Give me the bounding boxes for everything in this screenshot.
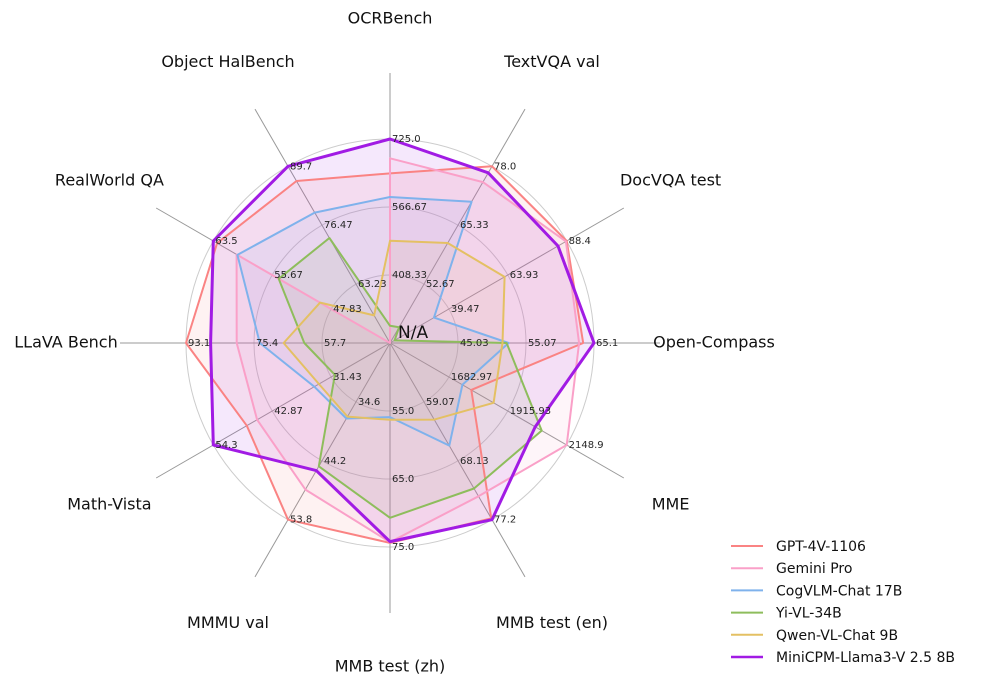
tick-label-llava-bench-0: 93.1 [188, 338, 210, 349]
tick-label-mmmu-val-2: 34.6 [358, 397, 380, 408]
axis-spoke-mmmu-val [254, 342, 391, 578]
axis-title-textvqa-val: TextVQA val [503, 52, 600, 71]
axis-spoke-mme [389, 342, 625, 479]
legend-label-qwen-vl-chat-9b: Qwen-VL-Chat 9B [776, 628, 898, 644]
tick-label-open-compass-2: 45.03 [460, 338, 489, 349]
tick-label-docvqa-test-2: 39.47 [451, 304, 480, 315]
tick-label-object-halbench-1: 76.47 [324, 220, 353, 231]
tick-label-mme-2: 1682.97 [451, 372, 492, 383]
tick-label-math-vista-0: 54.3 [215, 440, 237, 451]
axis-title-llava-bench: LLaVA Bench [14, 333, 117, 352]
axis-spoke-math-vista [155, 342, 391, 479]
axis-title-object-halbench: Object HalBench [161, 52, 294, 71]
tick-label-mmb-test-en-1: 68.13 [460, 456, 489, 467]
tick-label-mme-1: 1915.93 [510, 406, 551, 417]
series-line-minicpm-llama3-v-2-5-8b [209, 137, 596, 544]
series-fill-gpt-4v-1106 [186, 166, 584, 543]
center-na-label: N/A [398, 323, 428, 343]
legend-label-gemini-pro: Gemini Pro [776, 561, 852, 577]
tick-label-ocrbench-0: 725.0 [392, 134, 421, 145]
tick-label-ocrbench-2: 408.33 [392, 270, 427, 281]
tick-label-mmb-test-en-0: 77.2 [494, 515, 516, 526]
series-line-yi-vl-34b [277, 237, 543, 519]
axis-title-mmb-test-zh: MMB test (zh) [335, 657, 446, 676]
legend-label-yi-vl-34b: Yi-VL-34B [775, 606, 842, 622]
series-line-cogvlm-chat-17b [236, 196, 510, 447]
tick-label-llava-bench-2: 57.7 [324, 338, 346, 349]
tick-label-ocrbench-1: 566.67 [392, 202, 427, 213]
tick-label-mmb-test-zh-2: 55.0 [392, 406, 414, 417]
tick-label-open-compass-1: 55.07 [528, 338, 557, 349]
series-fill-qwen-vl-chat-9b [283, 240, 505, 420]
axis-spoke-mmb-test-en [389, 342, 526, 578]
tick-label-docvqa-test-1: 63.93 [510, 270, 539, 281]
tick-label-mmmu-val-1: 44.2 [324, 456, 346, 467]
tick-label-textvqa-val-0: 78.0 [494, 161, 516, 172]
tick-label-realworld-qa-2: 47.83 [333, 304, 362, 315]
tick-label-math-vista-2: 31.43 [333, 372, 362, 383]
tick-label-mme-0: 2148.9 [569, 440, 604, 451]
tick-label-object-halbench-0: 89.7 [290, 161, 312, 172]
tick-label-docvqa-test-0: 88.4 [569, 236, 591, 247]
tick-label-mmmu-val-0: 53.8 [290, 515, 312, 526]
legend-label-cogvlm-chat-17b: CogVLM-Chat 17B [776, 583, 902, 599]
tick-label-math-vista-1: 42.87 [274, 406, 303, 417]
axis-spoke-textvqa-val [389, 108, 526, 344]
axis-title-open-compass: Open-Compass [653, 333, 775, 352]
axis-title-mmmu-val: MMMU val [187, 613, 269, 632]
tick-label-textvqa-val-2: 52.67 [426, 279, 455, 290]
tick-label-llava-bench-1: 75.4 [256, 338, 278, 349]
tick-label-mmb-test-zh-0: 75.0 [392, 542, 414, 553]
axis-spoke-docvqa-test [389, 207, 625, 344]
axis-title-mme: MME [652, 495, 690, 514]
axis-title-mmb-test-en: MMB test (en) [496, 613, 608, 632]
tick-label-mmb-test-zh-1: 65.0 [392, 474, 414, 485]
axis-spoke-object-halbench [254, 108, 391, 344]
series-fill-cogvlm-chat-17b [237, 197, 509, 446]
axis-title-ocrbench: OCRBench [348, 9, 433, 28]
axis-title-realworld-qa: RealWorld QA [55, 171, 164, 190]
legend-label-gpt-4v-1106: GPT-4V-1106 [776, 539, 866, 555]
tick-label-mmb-test-en-2: 59.07 [426, 397, 455, 408]
tick-label-realworld-qa-0: 63.5 [215, 236, 237, 247]
legend-label-minicpm-llama3-v-2-5-8b: MiniCPM-Llama3-V 2.5 8B [776, 650, 955, 666]
axis-title-math-vista: Math-Vista [67, 495, 151, 514]
series-line-qwen-vl-chat-9b [282, 239, 506, 421]
tick-label-realworld-qa-1: 55.67 [274, 270, 303, 281]
tick-label-object-halbench-2: 63.23 [358, 279, 387, 290]
tick-label-open-compass-0: 65.1 [596, 338, 618, 349]
tick-label-textvqa-val-1: 65.33 [460, 220, 489, 231]
axis-title-docvqa-test: DocVQA test [620, 171, 721, 190]
